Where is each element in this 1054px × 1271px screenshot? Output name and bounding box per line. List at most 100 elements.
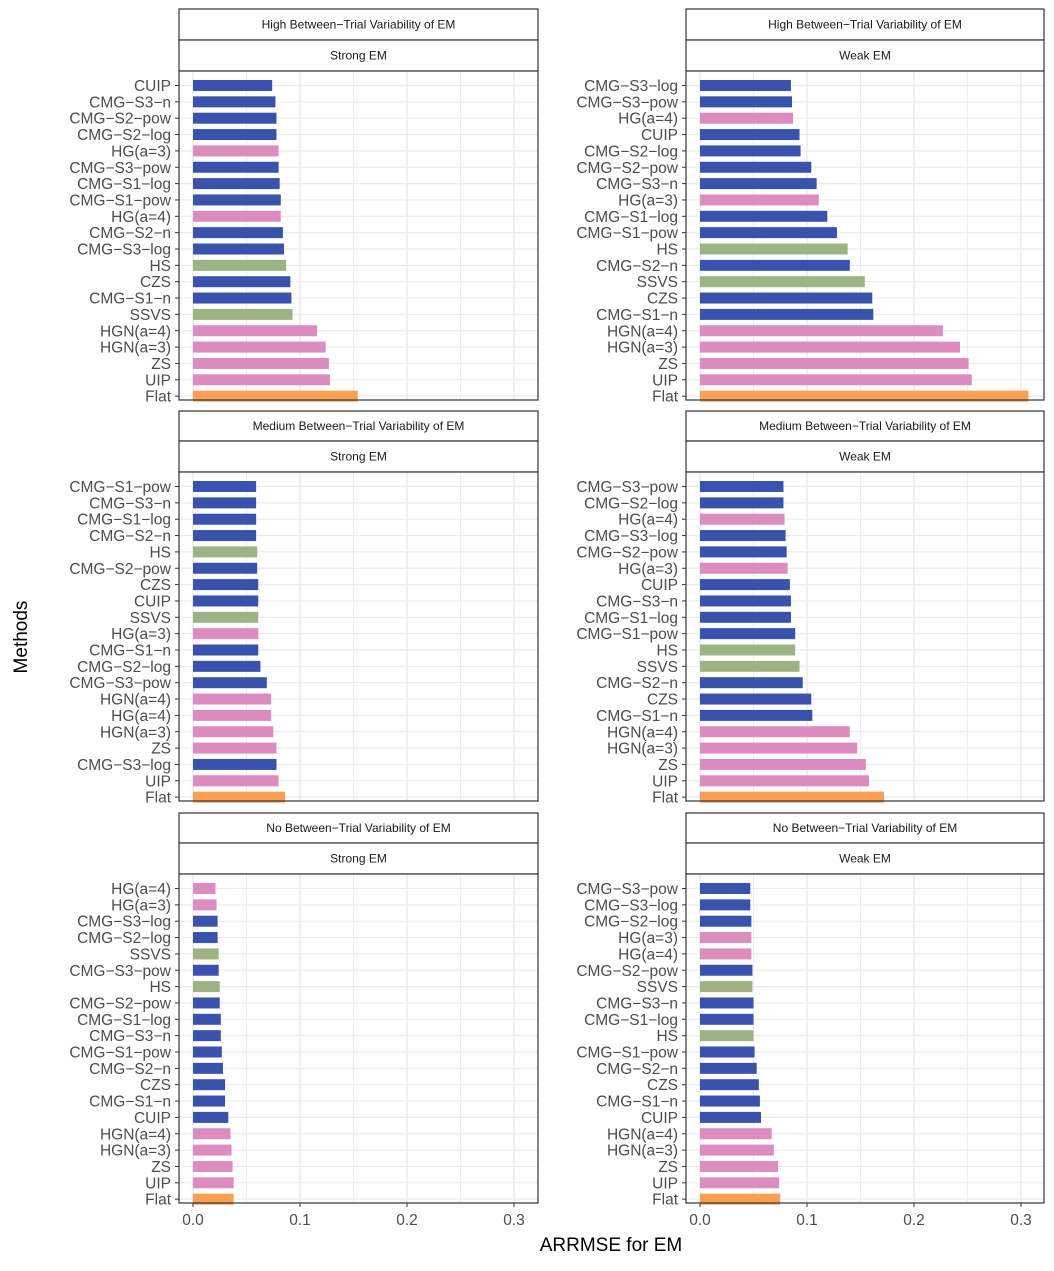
bar[interactable] [193, 80, 273, 91]
bar[interactable] [700, 80, 791, 91]
bar[interactable] [193, 628, 259, 640]
bar[interactable] [193, 791, 286, 803]
bar[interactable] [700, 628, 796, 640]
bar[interactable] [700, 325, 943, 337]
bar[interactable] [193, 899, 217, 911]
bar[interactable] [700, 1062, 757, 1074]
bar[interactable] [193, 997, 220, 1009]
bar[interactable] [700, 997, 754, 1009]
bar[interactable] [700, 964, 753, 976]
bar[interactable] [700, 374, 972, 386]
bar[interactable] [193, 742, 277, 754]
bar[interactable] [700, 1030, 754, 1042]
bar[interactable] [193, 693, 272, 705]
bar[interactable] [193, 292, 292, 304]
bar[interactable] [700, 292, 873, 304]
bar[interactable] [193, 546, 258, 558]
bar[interactable] [193, 341, 326, 353]
bar[interactable] [700, 981, 753, 993]
bar[interactable] [193, 775, 279, 787]
bar[interactable] [193, 308, 293, 320]
bar[interactable] [193, 96, 276, 108]
bar[interactable] [700, 1128, 772, 1140]
bar[interactable] [193, 660, 261, 672]
bar[interactable] [193, 915, 218, 927]
bar[interactable] [193, 390, 358, 402]
bar[interactable] [193, 259, 287, 271]
bar[interactable] [193, 1111, 229, 1123]
bar[interactable] [700, 932, 752, 944]
bar[interactable] [700, 1046, 755, 1058]
bar[interactable] [700, 210, 828, 222]
bar[interactable] [193, 1160, 233, 1172]
bar[interactable] [193, 243, 284, 255]
bar[interactable] [193, 611, 259, 623]
bar[interactable] [193, 1030, 221, 1042]
bar[interactable] [700, 357, 969, 369]
bar[interactable] [700, 660, 800, 672]
bar[interactable] [700, 1079, 759, 1091]
bar[interactable] [700, 579, 790, 591]
bar[interactable] [193, 1144, 232, 1156]
bar[interactable] [193, 883, 216, 894]
bar[interactable] [700, 513, 785, 525]
bar[interactable] [700, 259, 850, 271]
bar[interactable] [193, 562, 258, 574]
bar[interactable] [700, 178, 817, 190]
bar[interactable] [193, 948, 219, 960]
bar[interactable] [700, 1095, 760, 1107]
bar[interactable] [700, 341, 961, 353]
bar[interactable] [700, 276, 865, 288]
bar[interactable] [700, 96, 793, 108]
bar[interactable] [193, 579, 259, 591]
bar[interactable] [193, 513, 257, 525]
bar[interactable] [700, 112, 794, 124]
bar[interactable] [193, 530, 257, 542]
bar[interactable] [700, 758, 866, 770]
bar[interactable] [193, 1128, 231, 1140]
bar[interactable] [700, 145, 801, 157]
bar[interactable] [193, 178, 280, 190]
bar[interactable] [193, 325, 318, 337]
bar[interactable] [193, 677, 267, 689]
bar[interactable] [193, 194, 281, 206]
bar[interactable] [700, 644, 796, 656]
bar[interactable] [193, 726, 274, 738]
bar[interactable] [193, 1193, 234, 1205]
bar[interactable] [193, 1013, 221, 1025]
bar[interactable] [700, 1160, 779, 1172]
bar[interactable] [193, 758, 277, 770]
bar[interactable] [193, 481, 257, 492]
bar[interactable] [193, 276, 291, 288]
bar[interactable] [193, 112, 277, 124]
bar[interactable] [193, 1079, 226, 1091]
bar[interactable] [700, 497, 784, 509]
bar[interactable] [700, 546, 787, 558]
bar[interactable] [700, 161, 812, 173]
bar[interactable] [700, 1013, 754, 1025]
bar[interactable] [193, 1046, 222, 1058]
bar[interactable] [700, 899, 751, 911]
bar[interactable] [700, 948, 752, 960]
bar[interactable] [700, 611, 791, 623]
bar[interactable] [700, 481, 784, 492]
bar[interactable] [193, 595, 259, 607]
bar[interactable] [700, 775, 870, 787]
bar[interactable] [193, 161, 279, 173]
bar[interactable] [700, 562, 788, 574]
bar[interactable] [700, 390, 1029, 402]
bar[interactable] [700, 726, 850, 738]
bar[interactable] [700, 1111, 761, 1123]
bar[interactable] [700, 709, 813, 721]
bar[interactable] [700, 243, 848, 255]
bar[interactable] [193, 1095, 226, 1107]
bar[interactable] [700, 595, 791, 607]
bar[interactable] [193, 227, 283, 239]
bar[interactable] [193, 709, 272, 721]
bar[interactable] [193, 1177, 234, 1189]
bar[interactable] [700, 1193, 781, 1205]
bar[interactable] [700, 194, 819, 206]
bar[interactable] [193, 644, 259, 656]
bar[interactable] [193, 981, 220, 993]
bar[interactable] [700, 1144, 774, 1156]
